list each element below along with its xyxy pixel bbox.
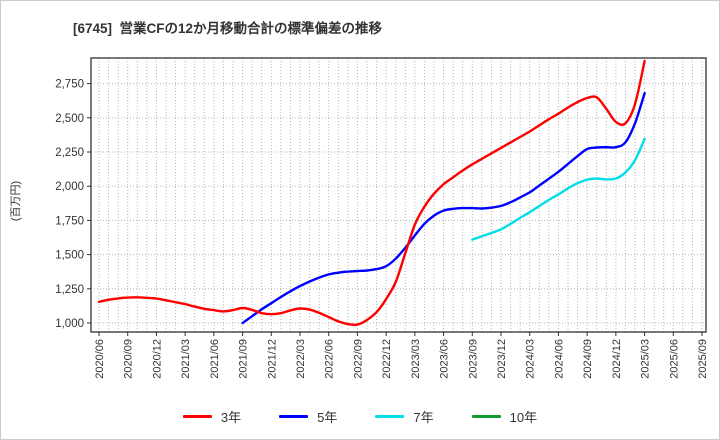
x-tick-label: 2020/09: [123, 339, 135, 379]
series-line-5年: [241, 92, 646, 325]
x-tick-label: 2021/12: [266, 339, 278, 379]
legend-label-3y: 3年: [220, 409, 242, 425]
y-tick-label: 2,250: [55, 147, 84, 159]
legend-item-5y: 5年: [279, 407, 337, 426]
x-tick-label: 2022/06: [324, 339, 336, 379]
legend-label-10y: 10年: [509, 409, 538, 425]
x-tick-label: 2023/09: [467, 339, 479, 379]
x-tick-label: 2021/06: [209, 339, 221, 379]
legend-label-5y: 5年: [317, 409, 338, 425]
x-tick-label: 2022/09: [352, 339, 364, 379]
x-tick-label: 2025/09: [697, 339, 709, 379]
x-tick-label: 2025/03: [640, 339, 652, 379]
legend-line-10y-icon: [471, 414, 501, 418]
legend-item-3y: 3年: [182, 407, 242, 426]
y-tick-label: 2,750: [55, 79, 84, 91]
x-tick-label: 2024/09: [582, 339, 594, 379]
y-tick-label: 2,000: [55, 181, 84, 193]
x-tick-label: 2020/12: [151, 339, 163, 379]
x-tick-label: 2024/12: [611, 339, 623, 379]
legend-line-3y-icon: [182, 414, 212, 418]
legend-item-10y: 10年: [471, 407, 538, 426]
y-tick-label: 1,000: [55, 318, 84, 330]
legend: 3年 5年 7年 10年: [1, 404, 719, 428]
x-tick-label: 2023/03: [410, 339, 422, 379]
legend-line-7y-icon: [375, 414, 405, 418]
chart-title: [6745] 営業CFの12か月移動合計の標準偏差の推移: [73, 21, 383, 36]
series-line-7年: [471, 137, 646, 241]
x-tick-label: 2024/06: [553, 339, 565, 379]
x-tick-label: 2024/03: [525, 339, 537, 379]
x-tick-label: 2025/06: [668, 339, 680, 379]
x-tick-label: 2020/06: [94, 339, 106, 379]
y-tick-label: 2,500: [55, 113, 84, 125]
legend-line-5y-icon: [279, 414, 309, 418]
series-line-3年: [97, 59, 646, 327]
x-tick-label: 2021/09: [238, 339, 250, 379]
legend-item-7y: 7年: [375, 407, 434, 426]
x-tick-label: 2023/12: [496, 339, 508, 379]
x-tick-label: 2021/03: [180, 339, 192, 379]
x-tick-label: 2022/12: [381, 339, 393, 379]
y-tick-label: 1,750: [55, 215, 84, 227]
y-tick-label: 1,250: [55, 284, 84, 296]
axes-frame: [90, 57, 707, 333]
x-tick-label: 2023/06: [439, 339, 451, 379]
plot-area: 1,000 1,250 1,500 1,750 2,000 2,250 2,500 2,750…: [55, 57, 709, 379]
y-tick-label: 1,500: [55, 250, 84, 262]
legend-label-7y: 7年: [413, 409, 434, 425]
x-tick-label: 2022/03: [295, 339, 307, 379]
